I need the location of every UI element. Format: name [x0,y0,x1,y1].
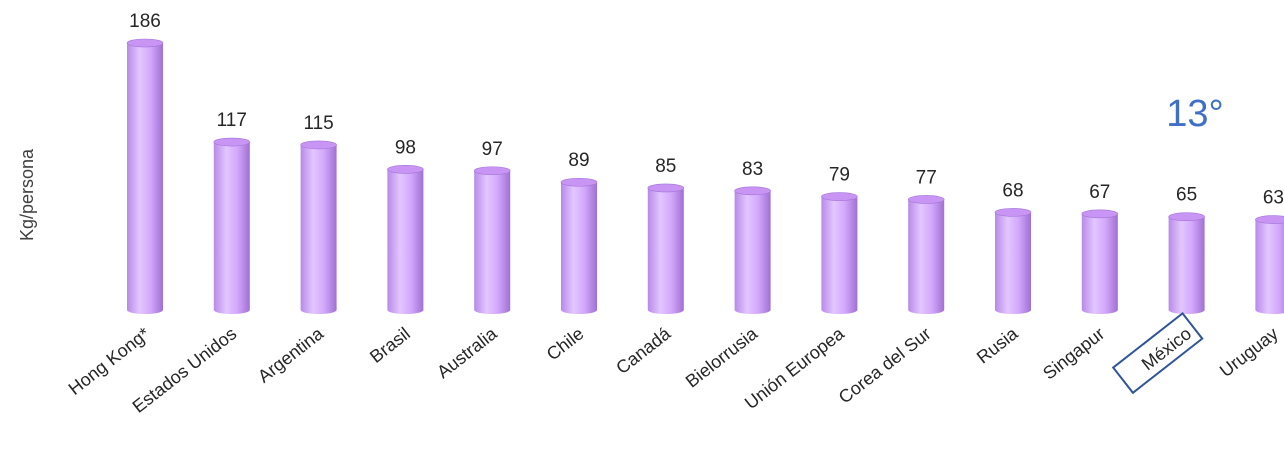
bar-australia [473,166,511,314]
bar-top [213,137,251,147]
bar-corea-del-sur [907,195,945,314]
category-label: Australia [433,323,501,382]
bar-body [127,43,163,314]
value-label: 68 [1002,180,1023,201]
value-label: 115 [303,113,333,134]
bar-canada [647,183,685,314]
category-label: Rusia [973,323,1022,368]
bar-top [1081,209,1119,219]
bar-top [647,183,685,193]
bar-union-europea [821,192,858,314]
value-label: 98 [395,137,416,158]
bar-top [473,166,511,176]
category-label: Brasil [366,323,414,366]
bar-top [821,192,858,201]
bar-body [908,199,945,314]
bar-bielorrusia [734,186,771,314]
bar-body [1168,216,1205,314]
bar-body [995,212,1031,314]
category-label: Uruguay [1216,323,1282,381]
bar-top [1168,212,1205,221]
bar-estados-unidos [213,137,251,314]
value-label: 63 [1263,188,1284,209]
bar-top [300,140,337,150]
category-label: Corea del Sur [835,323,935,407]
value-label: 79 [829,165,850,186]
category-label: Bielorrusia [682,323,762,392]
value-label: 186 [129,11,161,32]
value-label: 97 [482,139,503,160]
value-label: 67 [1089,182,1110,203]
value-label: 77 [916,167,937,188]
bar-body [647,187,684,314]
bar-mexico [1168,212,1205,314]
bar-top [1255,215,1284,224]
bar-uruguay [1255,215,1284,314]
bar-chile [560,177,598,314]
bar-body [1255,219,1284,314]
bar-body [474,170,511,314]
bar-rusia [994,208,1032,314]
bar-top [907,195,945,204]
bar-body [1081,213,1118,314]
value-label: 117 [217,110,247,131]
bar-argentina [300,140,337,314]
category-label: Hong Kong* [65,323,154,399]
bar-body [821,196,858,314]
highlight-box [1111,311,1204,395]
bar-top [994,208,1032,217]
category-label: Argentina [254,323,328,387]
bar-top [387,165,424,174]
bar-body [561,182,597,314]
bar-hong-kong [126,38,164,314]
bar-body [300,144,337,314]
bar-top [126,38,164,48]
bar-body [213,142,250,314]
bar-top [560,177,598,187]
value-label: 89 [568,150,589,171]
rank-annotation: 13° [1166,93,1223,135]
category-label: Chile [543,323,588,364]
bar-singapur [1081,209,1119,314]
value-label: 83 [742,159,763,180]
value-label: 65 [1176,185,1197,206]
bar-body [734,190,771,314]
category-label: Singapur [1039,323,1108,383]
category-label: Canadá [612,323,675,378]
value-label: 85 [655,156,676,177]
bar-top [734,186,771,196]
bar-body [387,169,424,314]
bar-brasil [387,165,424,314]
y-axis-label: Kg/persona [17,148,37,241]
